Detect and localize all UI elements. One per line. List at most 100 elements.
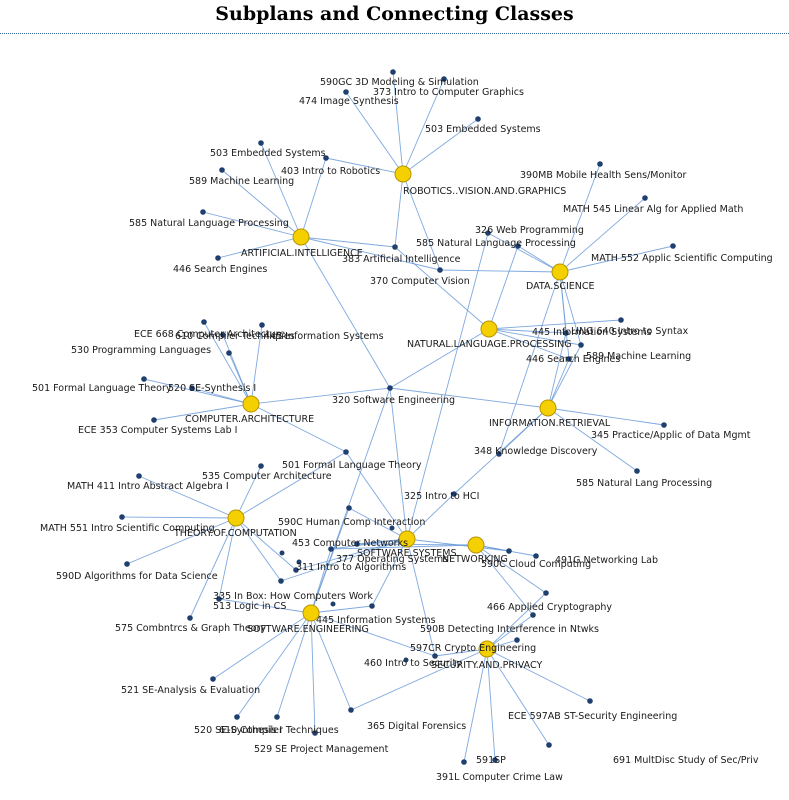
leaf-node-l377[interactable] — [328, 546, 334, 552]
leaf-node-l373[interactable] — [441, 76, 447, 82]
edge-l345-ir — [547, 407, 665, 426]
leaf-node-l446a[interactable] — [215, 255, 221, 261]
leaf-node-l589n[interactable] — [578, 342, 584, 348]
hub-node-nlp[interactable] — [480, 320, 498, 338]
leaf-node-l491g[interactable] — [533, 553, 539, 559]
leaf-node-l590cc[interactable] — [506, 548, 512, 554]
connector-dot — [296, 559, 302, 565]
leaf-label-l530: 530 Programming Languages — [71, 345, 211, 356]
edge-l501t-toc — [235, 465, 262, 519]
leaf-node-l585d[interactable] — [515, 243, 521, 249]
edge-l520c-ca — [191, 387, 252, 405]
leaf-label-l320: 320 Software Engineering — [332, 395, 455, 406]
leaf-label-l445n: 445 Information Systems — [532, 327, 652, 338]
leaf-node-l610[interactable] — [220, 332, 226, 338]
hub-node-ss[interactable] — [398, 530, 416, 548]
leaf-node-l585ir[interactable] — [634, 468, 640, 474]
leaf-node-l445s[interactable] — [369, 603, 375, 609]
leaf-label-l365: 365 Digital Forensics — [367, 721, 466, 732]
leaf-label-l590b: 590B Detecting Interference in Ntwks — [420, 624, 599, 635]
leaf-node-l325[interactable] — [451, 491, 457, 497]
leaf-label-lm551: MATH 551 Intro Scientific Computing — [40, 523, 215, 534]
leaf-node-l529[interactable] — [312, 730, 318, 736]
leaf-node-l591sp[interactable] — [492, 757, 498, 763]
hub-node-se[interactable] — [302, 604, 320, 622]
hub-node-ai[interactable] — [292, 228, 310, 246]
leaf-node-l501t[interactable] — [258, 463, 264, 469]
leaf-node-l610s[interactable] — [274, 714, 280, 720]
leaf-node-l530[interactable] — [226, 350, 232, 356]
leaf-node-l311[interactable] — [293, 567, 299, 573]
leaf-node-l370[interactable] — [437, 267, 443, 273]
leaf-node-l403[interactable] — [323, 155, 329, 161]
leaf-node-l503a[interactable] — [258, 140, 264, 146]
edge-l335-toc — [235, 517, 282, 582]
leaf-node-l501c[interactable] — [141, 376, 147, 382]
leaf-node-l691[interactable] — [546, 742, 552, 748]
leaf-node-l513[interactable] — [216, 596, 222, 602]
hub-node-net[interactable] — [467, 536, 485, 554]
leaf-node-l445n[interactable] — [563, 330, 569, 336]
hub-node-ds[interactable] — [551, 263, 569, 281]
edge-l585d-nlp — [488, 245, 519, 330]
leaf-label-l460: 460 Intro to Security — [364, 658, 462, 669]
leaf-label-l590c: 590C Human Comp Interaction — [278, 517, 425, 528]
leaf-node-l590d[interactable] — [124, 561, 130, 567]
leaf-node-l446n[interactable] — [566, 356, 572, 362]
leaf-label-l373: 373 Intro to Computer Graphics — [373, 87, 524, 98]
leaf-node-lm551[interactable] — [119, 514, 125, 520]
leaf-node-l590b[interactable] — [530, 612, 536, 618]
leaf-node-l326[interactable] — [485, 230, 491, 236]
leaf-node-l521[interactable] — [210, 676, 216, 682]
leaf-node-l520c[interactable] — [189, 385, 195, 391]
leaf-node-l391l[interactable] — [461, 759, 467, 765]
hub-label-toc: THEORY.OF.COMPUTATION — [173, 528, 297, 539]
hub-node-toc[interactable] — [227, 509, 245, 527]
leaf-label-le597ab: ECE 597AB ST-Security Engineering — [508, 711, 677, 722]
leaf-label-l326: 326 Web Programming — [475, 225, 584, 236]
leaf-node-ll640[interactable] — [618, 317, 624, 323]
leaf-node-le597ab[interactable] — [587, 698, 593, 704]
leaf-node-l383[interactable] — [392, 244, 398, 250]
hub-node-ir[interactable] — [539, 399, 557, 417]
leaf-node-l335[interactable] — [278, 578, 284, 584]
leaf-node-l365[interactable] — [348, 707, 354, 713]
connector-dot — [330, 601, 336, 607]
leaf-node-lm411[interactable] — [136, 473, 142, 479]
hub-node-ca[interactable] — [242, 395, 260, 413]
hub-node-sp[interactable] — [478, 640, 496, 658]
hub-node-rvg[interactable] — [394, 165, 412, 183]
edge-l320-ss — [389, 387, 408, 540]
leaf-node-l348[interactable] — [496, 451, 502, 457]
leaf-node-l590c[interactable] — [346, 505, 352, 511]
leaf-node-l445c[interactable] — [259, 322, 265, 328]
edge-lm552-ds — [559, 245, 674, 273]
leaf-label-le353: ECE 353 Computer Systems Lab I — [78, 425, 237, 436]
leaf-node-le668[interactable] — [201, 319, 207, 325]
leaf-label-l585ir: 585 Natural Lang Processing — [576, 478, 712, 489]
leaf-node-l597cr[interactable] — [514, 637, 520, 643]
leaf-node-l320[interactable] — [387, 385, 393, 391]
edge-l590gc-rvg — [392, 71, 404, 175]
leaf-node-l520s[interactable] — [234, 714, 240, 720]
leaf-node-l474[interactable] — [343, 89, 349, 95]
leaf-node-l590gc[interactable] — [390, 69, 396, 75]
leaf-node-l453[interactable] — [354, 541, 360, 547]
edge-l445s-ss — [371, 538, 408, 607]
leaf-node-l585a[interactable] — [200, 209, 206, 215]
leaf-node-le353[interactable] — [151, 417, 157, 423]
leaf-node-l503r[interactable] — [475, 116, 481, 122]
leaf-node-l460[interactable] — [432, 653, 438, 659]
edge-l585a-ai — [202, 211, 302, 238]
leaf-node-l589ml[interactable] — [219, 167, 225, 173]
hub-label-se: SOFTWARE.ENGINEERING — [247, 624, 369, 635]
leaf-node-l535[interactable] — [343, 449, 349, 455]
leaf-node-l575[interactable] — [187, 615, 193, 621]
leaf-node-l466[interactable] — [543, 590, 549, 596]
leaf-node-l390mb[interactable] — [597, 161, 603, 167]
leaf-node-l345[interactable] — [661, 422, 667, 428]
edge-l445n-ir — [547, 332, 567, 409]
leaf-label-l503a: 503 Embedded Systems — [210, 148, 326, 159]
leaf-node-lm545[interactable] — [642, 195, 648, 201]
leaf-node-lm552[interactable] — [670, 243, 676, 249]
